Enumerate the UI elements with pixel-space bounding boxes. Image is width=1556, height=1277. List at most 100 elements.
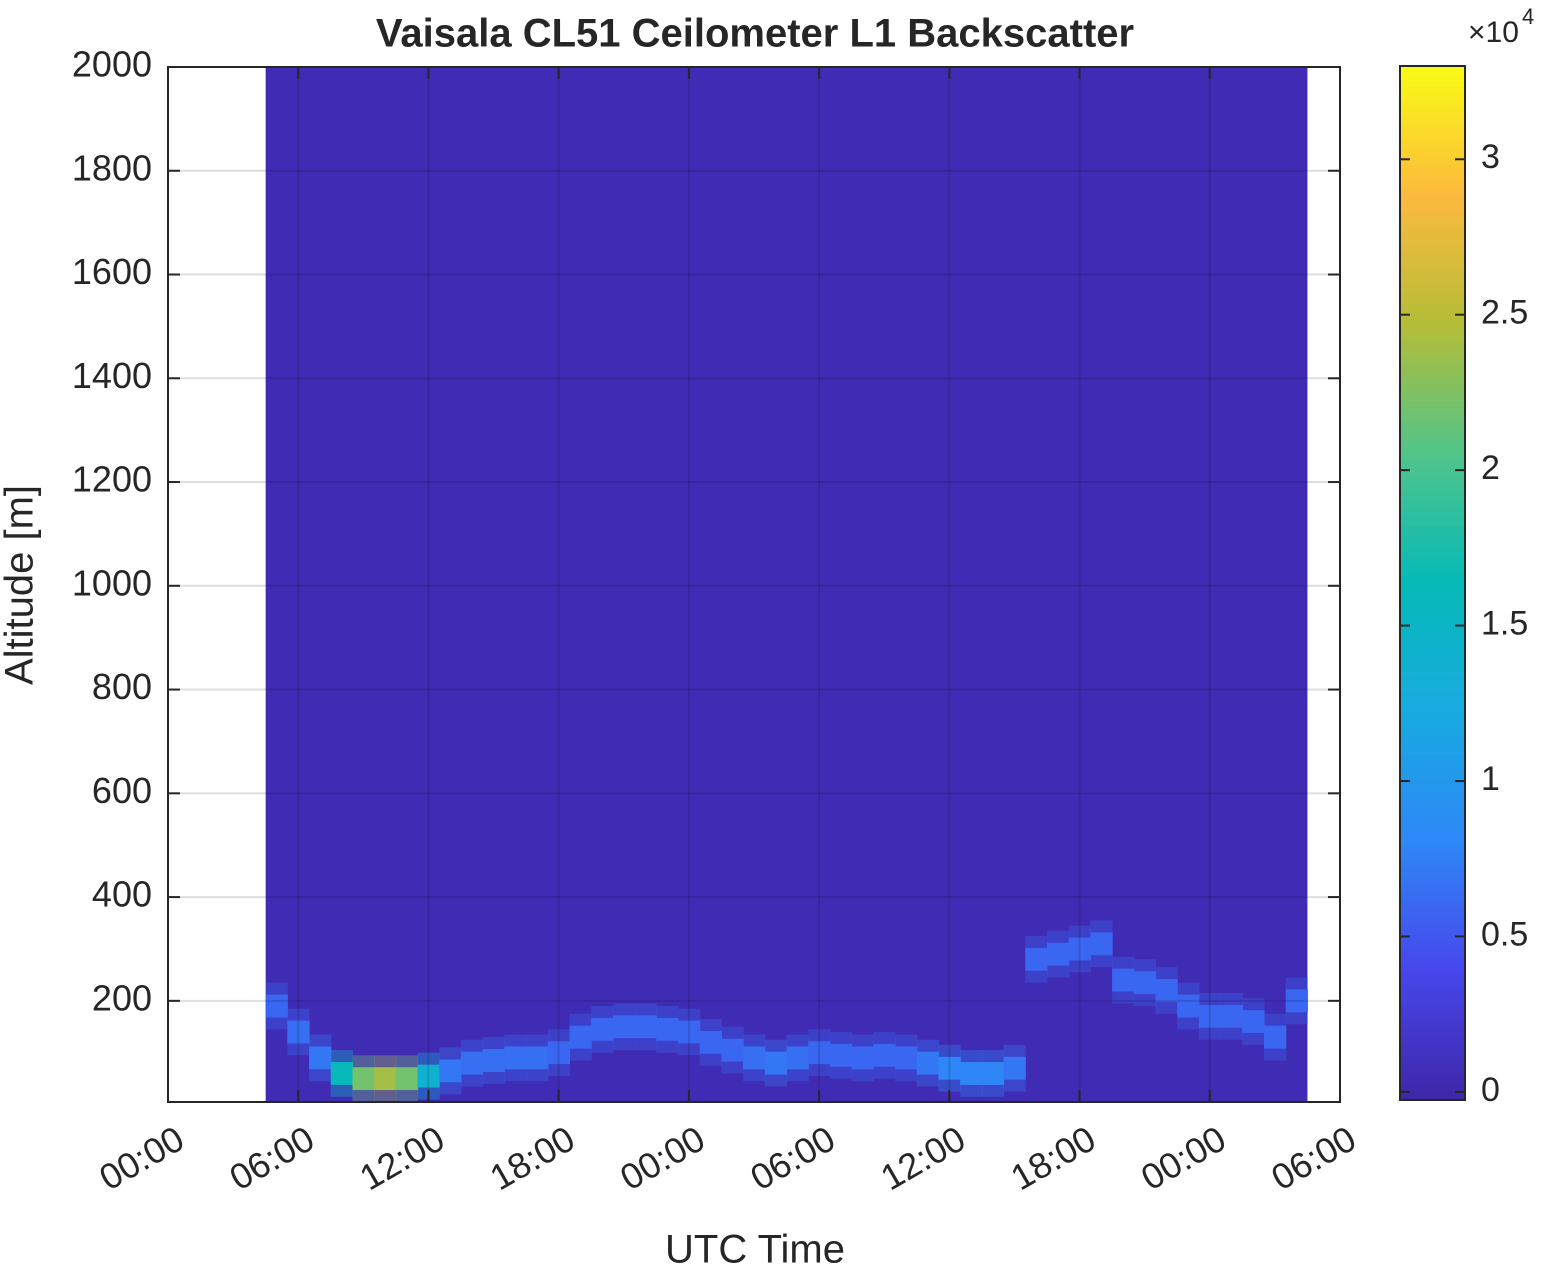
y-axis-label: Altitude [m] xyxy=(0,485,42,685)
colorbar-tick-label: 0.5 xyxy=(1481,915,1528,953)
x-tick-label: 06:00 xyxy=(1264,1118,1363,1199)
colorbar-swatch xyxy=(1400,221,1465,227)
layer-cell xyxy=(1025,947,1048,971)
colorbar-swatch xyxy=(1400,862,1465,868)
colorbar-swatch xyxy=(1400,91,1465,98)
layer-cell xyxy=(504,1046,527,1070)
colorbar-swatch xyxy=(1400,448,1465,455)
colorbar-swatch xyxy=(1400,541,1465,548)
colorbar-swatch xyxy=(1400,629,1465,636)
colorbar-swatch xyxy=(1400,427,1465,434)
colorbar-swatch xyxy=(1400,701,1465,708)
colorbar-swatch xyxy=(1400,939,1465,946)
layer-cell xyxy=(569,1025,592,1049)
layer-cell xyxy=(417,1064,440,1088)
colorbar-swatch xyxy=(1400,236,1465,243)
y-tick-label: 1800 xyxy=(72,147,152,188)
colorbar-swatch xyxy=(1400,407,1465,413)
colorbar-swatch xyxy=(1400,443,1465,450)
colorbar-swatch xyxy=(1400,1079,1465,1086)
colorbar-swatch xyxy=(1400,252,1465,258)
colorbar-swatch xyxy=(1400,138,1465,145)
colorbar-swatch xyxy=(1400,355,1465,362)
colorbar-frame xyxy=(1399,65,1466,1101)
layer-cell xyxy=(1220,1004,1243,1028)
colorbar-swatch xyxy=(1400,376,1465,382)
colorbar-swatch xyxy=(1400,66,1465,72)
colorbar-swatch xyxy=(1400,505,1465,512)
layer-cell xyxy=(1003,1056,1026,1080)
layer-cell xyxy=(309,1046,332,1070)
colorbar-swatch xyxy=(1400,603,1465,610)
colorbar-swatch xyxy=(1400,825,1465,832)
colorbar-tick-label: 1.5 xyxy=(1481,605,1528,643)
layer-cell xyxy=(1285,989,1308,1013)
colorbar-swatch xyxy=(1400,794,1465,801)
colorbar-swatch xyxy=(1400,758,1465,765)
layer-cell xyxy=(591,1017,614,1041)
chart-title: Vaisala CL51 Ceilometer L1 Backscatter xyxy=(376,12,1134,56)
colorbar-swatch xyxy=(1400,577,1465,584)
colorbar-swatch xyxy=(1400,267,1465,274)
colorbar-swatch xyxy=(1400,784,1465,791)
colorbar-swatch xyxy=(1400,851,1465,858)
colorbar-swatch xyxy=(1400,551,1465,558)
colorbar-swatch xyxy=(1400,169,1465,176)
colorbar-exponent: 4 xyxy=(1522,4,1534,29)
layer-cell xyxy=(352,1067,375,1091)
colorbar-swatch xyxy=(1400,670,1465,677)
colorbar-swatch xyxy=(1400,107,1465,114)
colorbar-swatch xyxy=(1400,950,1465,956)
layer-cell xyxy=(851,1046,874,1070)
colorbar-swatch xyxy=(1400,417,1465,424)
colorbar-swatch xyxy=(1400,314,1465,320)
colorbar-tick-label: 2 xyxy=(1481,449,1500,487)
colorbar-swatch xyxy=(1400,1032,1465,1039)
colorbar-swatch xyxy=(1400,800,1465,806)
colorbar-swatch xyxy=(1400,422,1465,429)
colorbar-swatch xyxy=(1400,572,1465,579)
colorbar-swatch xyxy=(1400,324,1465,331)
colorbar-swatch xyxy=(1400,159,1465,165)
colorbar-multiplier: ×10 xyxy=(1468,16,1519,49)
colorbar-swatch xyxy=(1400,924,1465,930)
colorbar-swatch xyxy=(1400,722,1465,729)
colorbar-swatch xyxy=(1400,1017,1465,1024)
colorbar-swatch xyxy=(1400,112,1465,119)
colorbar-swatch xyxy=(1400,732,1465,739)
layer-cell xyxy=(764,1051,788,1075)
colorbar-swatch xyxy=(1400,345,1465,351)
y-tick-label: 200 xyxy=(92,977,152,1018)
colorbar-swatch xyxy=(1400,882,1465,889)
layer-cell xyxy=(1112,968,1135,992)
layer-cell xyxy=(721,1038,744,1062)
colorbar-swatch xyxy=(1400,789,1465,796)
layer-cell xyxy=(786,1046,809,1070)
layer-cell xyxy=(612,1015,636,1039)
colorbar-swatch xyxy=(1400,458,1465,465)
colorbar-tick-label: 3 xyxy=(1481,138,1500,176)
colorbar-swatch xyxy=(1400,396,1465,403)
colorbar-swatch xyxy=(1400,298,1465,305)
layer-cell xyxy=(395,1067,419,1091)
colorbar-swatch xyxy=(1400,257,1465,264)
colorbar-swatch xyxy=(1400,1058,1465,1065)
colorbar-swatch xyxy=(1400,593,1465,600)
colorbar-swatch xyxy=(1400,433,1465,439)
colorbar-swatch xyxy=(1400,634,1465,641)
colorbar-swatch xyxy=(1400,929,1465,936)
layer-cell xyxy=(1133,971,1157,995)
colorbar-swatch xyxy=(1400,975,1465,982)
colorbar-swatch xyxy=(1400,991,1465,998)
x-tick-label: 12:00 xyxy=(353,1118,452,1199)
colorbar-swatch xyxy=(1400,164,1465,170)
colorbar-swatch xyxy=(1400,97,1465,103)
colorbar-swatch xyxy=(1400,474,1465,481)
colorbar-swatch xyxy=(1400,836,1465,843)
colorbar-swatch xyxy=(1400,805,1465,812)
colorbar-swatch xyxy=(1400,841,1465,848)
colorbar-swatch xyxy=(1400,515,1465,522)
layer-cell xyxy=(547,1041,571,1065)
colorbar-swatch xyxy=(1400,748,1465,755)
colorbar-swatch xyxy=(1400,288,1465,295)
